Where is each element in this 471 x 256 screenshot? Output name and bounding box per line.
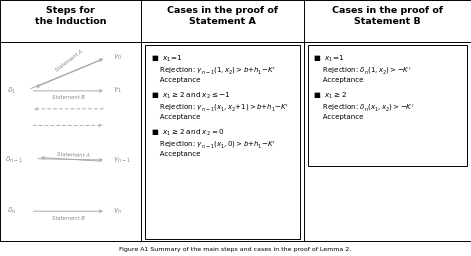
Text: $\gamma_n$: $\gamma_n$ bbox=[113, 207, 122, 216]
Text: Steps for
the Induction: Steps for the Induction bbox=[35, 6, 106, 26]
Text: Statement B: Statement B bbox=[52, 95, 85, 101]
Text: Statement A: Statement A bbox=[55, 48, 84, 72]
Text: Cases in the proof of
Statement B: Cases in the proof of Statement B bbox=[332, 6, 443, 26]
Text: Rejection: $\delta_n(1,x_2) > {-}K'$: Rejection: $\delta_n(1,x_2) > {-}K'$ bbox=[316, 66, 411, 77]
Text: $\blacksquare$  $x_1{\geq}2$ and $x_2{\leq}{-}1$: $\blacksquare$ $x_1{\geq}2$ and $x_2{\le… bbox=[151, 91, 230, 101]
Text: Acceptance: Acceptance bbox=[153, 77, 201, 83]
Text: $\delta_{n-1}$: $\delta_{n-1}$ bbox=[5, 155, 23, 165]
Text: Acceptance: Acceptance bbox=[316, 114, 363, 120]
Text: Cases in the proof of
Statement A: Cases in the proof of Statement A bbox=[167, 6, 278, 26]
Text: Acceptance: Acceptance bbox=[153, 151, 201, 157]
Text: Statement B: Statement B bbox=[52, 216, 85, 221]
Text: Figure A1 Summary of the main steps and cases in the proof of Lemma 2.: Figure A1 Summary of the main steps and … bbox=[119, 247, 352, 252]
Text: Acceptance: Acceptance bbox=[153, 114, 201, 120]
Text: Acceptance: Acceptance bbox=[316, 77, 363, 83]
Text: Rejection: $\gamma_{n-1}(x_1,0) > b{+}h_1{-}K'$: Rejection: $\gamma_{n-1}(x_1,0) > b{+}h_… bbox=[153, 140, 276, 151]
Text: Statement A: Statement A bbox=[57, 152, 89, 158]
Text: $\gamma_1$: $\gamma_1$ bbox=[113, 86, 122, 95]
Text: $\gamma_{n-1}$: $\gamma_{n-1}$ bbox=[113, 155, 131, 165]
Text: Rejection: $\gamma_{n-1}(x_1,x_2{+}1) >b{+}h_1{-}K'$: Rejection: $\gamma_{n-1}(x_1,x_2{+}1) >b… bbox=[153, 103, 289, 114]
Text: $\gamma_0$: $\gamma_0$ bbox=[113, 53, 122, 62]
Bar bbox=[308, 45, 467, 166]
Text: $\blacksquare$  $x_1$=1: $\blacksquare$ $x_1$=1 bbox=[313, 54, 344, 64]
Text: Rejection: $\gamma_{n-1}(1,x_2) > b{+}h_1{-}K'$: Rejection: $\gamma_{n-1}(1,x_2) > b{+}h_… bbox=[153, 66, 276, 77]
Text: $\blacksquare$  $x_1{\geq}2$ and $x_2{=}0$: $\blacksquare$ $x_1{\geq}2$ and $x_2{=}0… bbox=[151, 128, 224, 138]
Text: $\delta_n$: $\delta_n$ bbox=[7, 206, 16, 216]
Text: Rejection: $\delta_n(x_1,x_2) > {-}K'$: Rejection: $\delta_n(x_1,x_2) > {-}K'$ bbox=[316, 103, 414, 114]
Text: $\blacksquare$  $x_1$=1: $\blacksquare$ $x_1$=1 bbox=[151, 54, 182, 64]
Bar bbox=[145, 45, 300, 239]
Text: $\blacksquare$  $x_1{\geq}2$: $\blacksquare$ $x_1{\geq}2$ bbox=[313, 91, 347, 101]
Text: $\delta_1$: $\delta_1$ bbox=[7, 86, 16, 96]
